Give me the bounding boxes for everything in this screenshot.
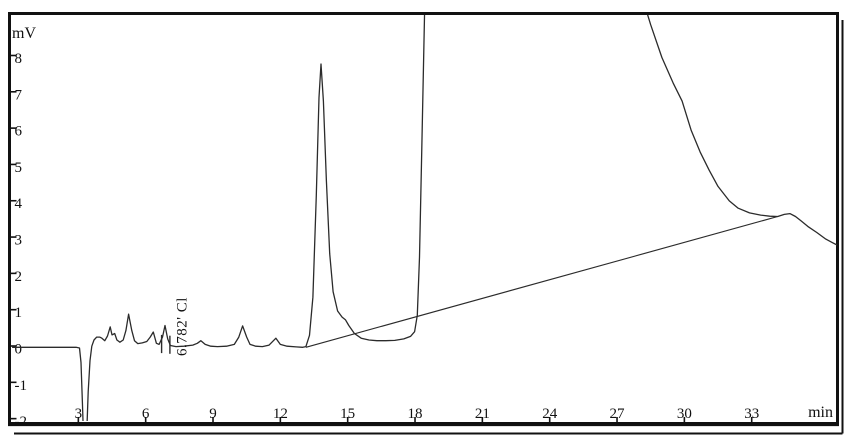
y-tick-label: 6 bbox=[15, 124, 23, 140]
trace-group bbox=[12, 15, 837, 421]
y-tick-label: -2 bbox=[15, 414, 28, 430]
y-tick-label: 2 bbox=[15, 269, 23, 285]
y-tick-label: -1 bbox=[15, 378, 28, 394]
x-tick-label: 18 bbox=[408, 406, 423, 422]
x-tick-label: 27 bbox=[610, 406, 626, 422]
signal-trace bbox=[12, 15, 837, 421]
y-tick-label: 5 bbox=[15, 160, 23, 176]
y-tick-label: 1 bbox=[15, 305, 23, 321]
y-axis: 8 7 6 5 4 3 2 1 0 -1 -2 bbox=[10, 51, 28, 430]
x-tick-label: 30 bbox=[677, 406, 692, 422]
integration-baseline-trace bbox=[305, 215, 778, 348]
y-tick-label: 3 bbox=[15, 233, 23, 249]
y-tick-label: 4 bbox=[15, 196, 23, 212]
x-tick-label: 3 bbox=[75, 406, 83, 422]
y-axis-unit-label: mV bbox=[12, 25, 36, 42]
x-tick-label: 33 bbox=[744, 406, 759, 422]
y-tick-label: 7 bbox=[15, 87, 23, 103]
x-axis-unit-label: min bbox=[808, 404, 833, 421]
x-tick-label: 9 bbox=[209, 406, 217, 422]
peak-annotation: 6.782' Cl bbox=[175, 297, 191, 356]
x-tick-label: 15 bbox=[340, 406, 355, 422]
x-tick-label: 24 bbox=[542, 406, 558, 422]
y-tick-label: 0 bbox=[15, 342, 23, 358]
y-tick-label: 8 bbox=[15, 51, 23, 67]
x-axis: 3 6 9 12 15 18 21 24 27 30 33 bbox=[75, 406, 759, 423]
x-tick-label: 12 bbox=[273, 406, 288, 422]
x-tick-label: 6 bbox=[142, 406, 150, 422]
x-tick-label: 21 bbox=[475, 406, 490, 422]
